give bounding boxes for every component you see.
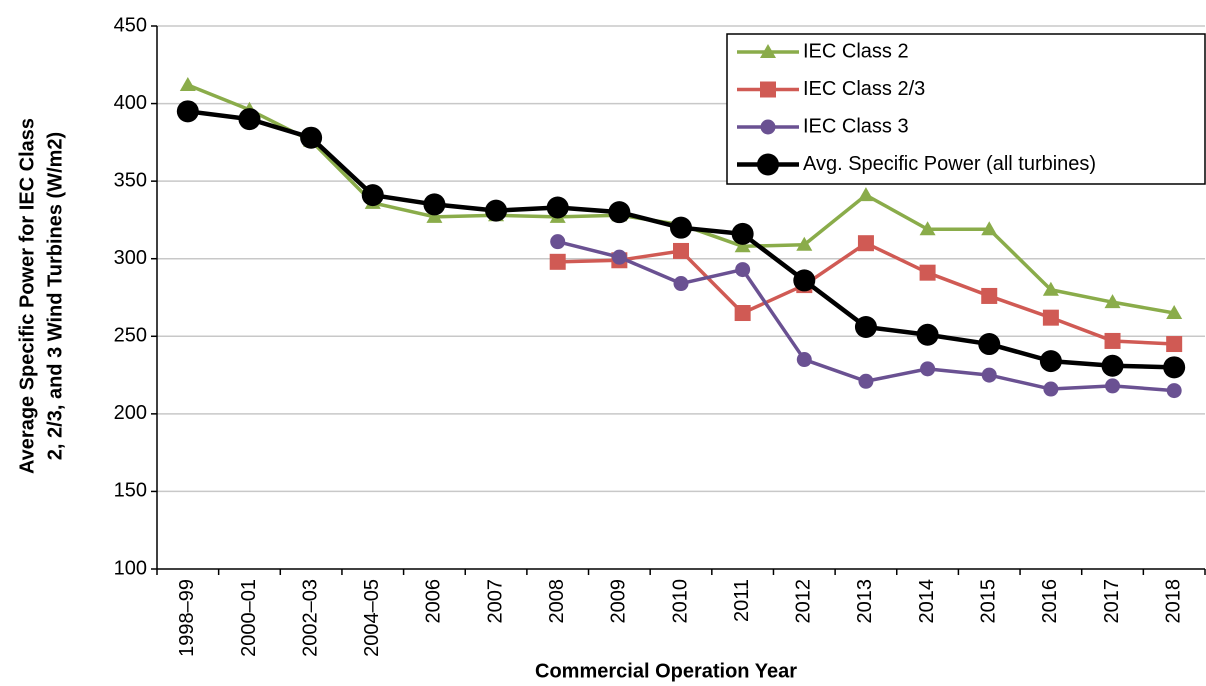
y-axis-label: Average Specific Power for IEC Class bbox=[16, 118, 38, 474]
x-tick-label: 2012 bbox=[793, 579, 815, 624]
point bbox=[731, 222, 754, 245]
x-tick-label: 2009 bbox=[608, 579, 630, 624]
point bbox=[919, 221, 936, 236]
point bbox=[1101, 354, 1124, 377]
point bbox=[735, 262, 751, 278]
point bbox=[920, 361, 936, 377]
point bbox=[978, 333, 1001, 356]
x-tick-label: 2017 bbox=[1101, 579, 1123, 624]
point bbox=[1104, 332, 1121, 349]
legend-box bbox=[726, 33, 1206, 185]
point bbox=[734, 238, 751, 253]
point bbox=[179, 76, 196, 91]
point bbox=[858, 373, 874, 389]
point bbox=[1039, 350, 1062, 373]
point bbox=[176, 100, 199, 123]
point bbox=[426, 208, 443, 223]
y-tick-label: 300 bbox=[114, 247, 147, 269]
point bbox=[857, 235, 874, 252]
x-tick-label: 2014 bbox=[916, 579, 938, 624]
point bbox=[1104, 294, 1121, 309]
x-tick-label: 2004–05 bbox=[361, 579, 383, 657]
point bbox=[981, 287, 998, 304]
point bbox=[981, 221, 998, 236]
x-tick-label: 2013 bbox=[854, 579, 876, 624]
x-tick-label: 2002–03 bbox=[299, 579, 321, 657]
y-tick-label: 400 bbox=[114, 92, 147, 114]
point bbox=[1166, 305, 1183, 320]
point bbox=[673, 242, 689, 259]
legend-marker bbox=[757, 153, 779, 176]
point bbox=[546, 196, 569, 219]
x-tick-label: 2016 bbox=[1039, 579, 1061, 624]
y-tick-label: 150 bbox=[114, 480, 147, 502]
x-tick-label: 2018 bbox=[1162, 579, 1184, 624]
point bbox=[549, 253, 566, 270]
legend-label: IEC Class 2 bbox=[803, 40, 909, 62]
point bbox=[300, 126, 323, 149]
point bbox=[796, 236, 813, 251]
point bbox=[1043, 381, 1059, 397]
point bbox=[1163, 356, 1186, 379]
y-tick-label: 200 bbox=[114, 402, 147, 424]
point bbox=[670, 216, 692, 239]
point bbox=[1042, 281, 1059, 296]
x-tick-label: 2006 bbox=[423, 579, 445, 624]
legend-label: IEC Class 3 bbox=[803, 115, 909, 137]
point bbox=[608, 201, 631, 224]
point bbox=[611, 249, 627, 265]
x-tick-label: 2011 bbox=[731, 579, 753, 622]
point bbox=[423, 193, 446, 216]
point bbox=[916, 323, 939, 346]
point bbox=[981, 367, 997, 383]
point bbox=[238, 108, 261, 131]
y-axis-label: 2, 2/3, and 3 Wind Turbines (W/m2) bbox=[44, 132, 66, 460]
x-axis-label: Commercial Operation Year bbox=[535, 660, 797, 682]
legend-label: IEC Class 2/3 bbox=[803, 78, 925, 100]
point bbox=[857, 187, 874, 202]
x-tick-label: 1998–99 bbox=[176, 579, 198, 657]
point bbox=[673, 276, 689, 292]
y-tick-label: 250 bbox=[114, 325, 147, 347]
legend-marker bbox=[760, 44, 776, 58]
x-tick-label: 2000–01 bbox=[238, 579, 260, 657]
point bbox=[485, 199, 508, 222]
point bbox=[1105, 378, 1121, 394]
y-tick-label: 350 bbox=[114, 169, 147, 191]
point bbox=[919, 264, 936, 281]
x-tick-label: 2010 bbox=[669, 579, 691, 624]
point bbox=[550, 234, 566, 250]
point bbox=[1166, 383, 1182, 399]
x-tick-label: 2008 bbox=[546, 579, 568, 624]
x-tick-label: 2015 bbox=[978, 579, 1000, 624]
y-tick-label: 100 bbox=[114, 557, 147, 579]
x-tick-label: 2007 bbox=[484, 579, 506, 624]
point bbox=[1166, 336, 1183, 353]
point bbox=[793, 269, 816, 292]
legend-marker bbox=[760, 81, 776, 98]
point bbox=[796, 352, 812, 368]
legend-marker bbox=[760, 119, 776, 135]
legend-label: Avg. Specific Power (all turbines) bbox=[803, 153, 1096, 175]
point bbox=[854, 315, 877, 338]
point bbox=[1042, 309, 1059, 326]
point bbox=[361, 184, 384, 207]
y-tick-label: 450 bbox=[114, 14, 147, 36]
point bbox=[734, 305, 751, 322]
